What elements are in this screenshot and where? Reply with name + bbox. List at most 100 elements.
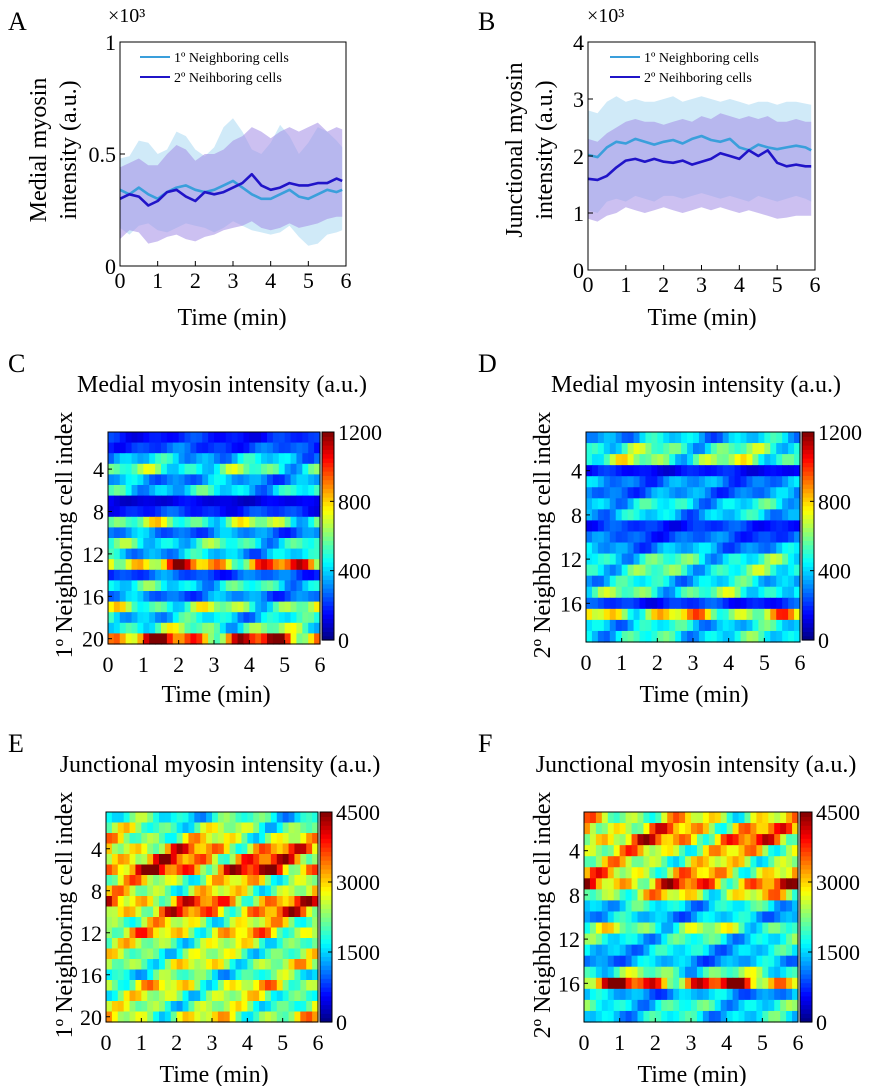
heatmap-cell: [314, 453, 321, 465]
heatmap-cell: [774, 889, 781, 902]
heatmap-cell: [147, 1011, 154, 1023]
heatmap-cell: [645, 476, 652, 488]
heatmap-cell: [113, 474, 121, 486]
heatmap-cell: [663, 630, 670, 643]
heatmap-cell: [123, 938, 131, 950]
heatmap-cell: [278, 463, 286, 475]
heatmap-cell: [237, 442, 245, 454]
heatmap-cell: [219, 474, 227, 486]
heatmap-cell: [734, 432, 742, 444]
heatmap-cell: [744, 812, 752, 824]
heatmap-cell: [184, 601, 192, 613]
heatmap-cell: [601, 933, 609, 946]
heatmap-cell: [306, 896, 313, 908]
heatmap-cell: [770, 542, 777, 555]
heatmap-cell: [669, 476, 676, 488]
colorbar-segment: [322, 614, 334, 619]
heatmap-cell: [675, 553, 682, 566]
heatmap-cell: [212, 854, 219, 866]
heatmap-cell: [267, 633, 274, 645]
heatmap-cell: [584, 922, 591, 935]
heatmap-cell: [738, 955, 746, 968]
heatmap-cell: [259, 959, 266, 971]
heatmap-cell: [219, 633, 227, 645]
heatmap-cell: [229, 906, 237, 918]
heatmap-cell: [675, 476, 682, 488]
heatmap-cell: [117, 927, 125, 939]
heatmap-cell: [651, 509, 658, 522]
heatmap-cell: [208, 591, 215, 603]
heatmap-cell: [182, 843, 190, 855]
heatmap-cell: [184, 538, 192, 550]
heatmap-cell: [314, 538, 321, 550]
heatmap-cell: [172, 506, 180, 518]
heatmap-cell: [738, 812, 746, 824]
heatmap-cell: [687, 630, 694, 643]
heatmap-cell: [627, 542, 635, 555]
heatmap-cell: [194, 959, 201, 971]
heatmap-cell: [710, 608, 718, 621]
heatmap-cell: [149, 463, 156, 475]
heatmap-cell: [253, 885, 260, 897]
heatmap-cell: [194, 833, 201, 845]
heatmap-cell: [253, 812, 260, 824]
heatmap-cell: [229, 875, 237, 887]
y-tick-label: 8: [571, 503, 582, 528]
heatmap-cell: [639, 575, 647, 588]
heatmap-cell: [728, 465, 736, 477]
colorbar-segment: [800, 899, 812, 905]
heatmap-cell: [720, 856, 728, 868]
heatmap-cell: [710, 542, 718, 555]
colorbar-segment: [802, 605, 814, 611]
heatmap-cell: [726, 966, 734, 979]
heatmap-cell: [716, 509, 724, 522]
heatmap-cell: [231, 495, 239, 507]
heatmap-cell: [734, 476, 742, 488]
heatmap-cell: [770, 564, 777, 577]
heatmap-cell: [294, 927, 301, 939]
heatmap-cell: [693, 509, 700, 522]
heatmap-cell: [225, 432, 233, 444]
heatmap-cell: [119, 527, 127, 539]
heatmap-cell: [669, 487, 676, 499]
heatmap-cell: [704, 487, 712, 499]
heatmap-cell: [728, 476, 736, 488]
heatmap-cell: [792, 856, 799, 868]
heatmap-cell: [284, 485, 292, 497]
heatmap-cell: [752, 498, 759, 510]
heatmap-cell: [265, 812, 272, 824]
heatmap-cell: [290, 527, 298, 539]
heatmap-cell: [206, 843, 213, 855]
heatmap-cell: [726, 911, 734, 924]
heatmap-cell: [687, 476, 694, 488]
heatmap-cell: [170, 927, 178, 939]
heatmap-cell: [261, 612, 268, 624]
heatmap-cell: [720, 977, 728, 990]
heatmap-cell: [768, 900, 775, 913]
heatmap-cell: [657, 586, 664, 599]
heatmap-cell: [117, 990, 125, 1002]
heatmap-cell: [681, 498, 688, 510]
heatmap-cell: [714, 911, 722, 924]
heatmap-cell: [229, 812, 237, 824]
heatmap-cell: [657, 498, 664, 510]
heatmap-cell: [164, 896, 172, 908]
heatmap-cell: [108, 622, 115, 634]
heatmap-cell: [159, 833, 166, 845]
heatmap-cell: [722, 586, 730, 599]
heatmap-cell: [744, 834, 752, 846]
heatmap-cell: [586, 454, 593, 466]
legend: 1º Neighboring cells 2º Neihboring cells: [610, 51, 759, 86]
heatmap-cell: [710, 531, 718, 544]
chart-title: Junctional myosin intensity (a.u.): [60, 752, 381, 778]
heatmap-cell: [113, 548, 121, 560]
heatmap-cell: [276, 917, 284, 929]
heatmap-cell: [106, 875, 113, 887]
heatmap-cell: [308, 591, 315, 603]
heatmap-cell: [288, 854, 296, 866]
heatmap-cell: [792, 988, 799, 1001]
heatmap-cell: [214, 538, 221, 550]
heatmap-cell: [770, 465, 777, 477]
heatmap-cell: [750, 878, 757, 890]
